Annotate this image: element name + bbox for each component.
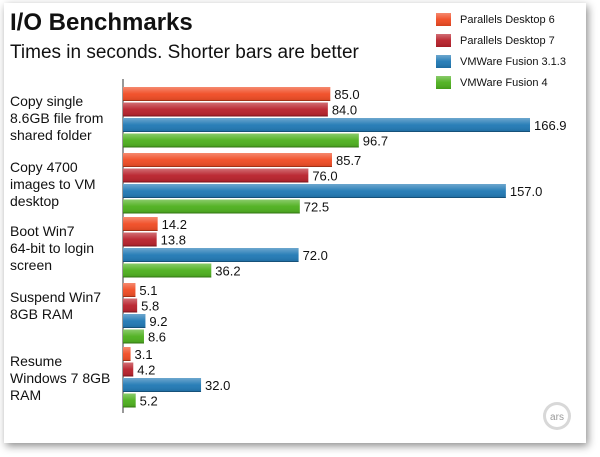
- value-label: 85.7: [336, 153, 361, 168]
- legend-label: VMWare Fusion 4: [460, 77, 548, 89]
- value-label: 5.8: [141, 299, 159, 314]
- value-label: 14.2: [162, 217, 187, 232]
- legend: Parallels Desktop 6 Parallels Desktop 7 VM…: [436, 13, 566, 89]
- ars-watermark: ars: [543, 402, 571, 430]
- value-label: 72.0: [303, 248, 328, 263]
- category-label: 8GB RAM: [10, 306, 73, 322]
- category-label: shared folder: [10, 127, 92, 143]
- chart-subtitle: Times in seconds. Shorter bars are bette…: [10, 42, 360, 63]
- value-label: 166.9: [534, 118, 567, 133]
- category-label: Copy 4700: [10, 159, 78, 175]
- value-label: 32.0: [205, 378, 230, 393]
- value-label: 13.8: [161, 233, 186, 248]
- value-label: 76.0: [312, 169, 337, 184]
- category-label: images to VM: [10, 176, 96, 192]
- chart-frame: I/O Benchmarks Times in seconds. Shorter…: [4, 3, 586, 443]
- value-label: 3.1: [135, 347, 153, 362]
- value-label: 84.0: [332, 103, 357, 118]
- category-label: Windows 7 8GB: [10, 370, 110, 386]
- category-label: 8.6GB file from: [10, 110, 103, 126]
- category-label: screen: [10, 257, 52, 273]
- value-label: 5.1: [139, 283, 157, 298]
- legend-label: Parallels Desktop 6: [460, 14, 555, 26]
- value-label: 5.2: [140, 394, 158, 409]
- category-label: Boot Win7: [10, 223, 75, 239]
- value-label: 157.0: [510, 184, 543, 199]
- category-label: desktop: [10, 193, 59, 209]
- category-label: RAM: [10, 387, 41, 403]
- value-label: 8.6: [148, 330, 166, 345]
- legend-label: Parallels Desktop 7: [460, 35, 555, 47]
- watermark-text: ars: [550, 412, 564, 423]
- value-label: 85.0: [334, 87, 359, 102]
- value-label: 96.7: [363, 134, 388, 149]
- value-label: 72.5: [304, 200, 329, 215]
- category-label: Suspend Win7: [10, 289, 101, 305]
- value-label: 36.2: [215, 264, 240, 279]
- chart-title: I/O Benchmarks: [10, 9, 193, 36]
- legend-label: VMWare Fusion 3.1.3: [460, 56, 566, 68]
- bar-chart: I/O Benchmarks Times in seconds. Shorter…: [10, 9, 571, 430]
- category-label: Copy single: [10, 93, 83, 109]
- value-label: 4.2: [137, 363, 155, 378]
- category-label: Resume: [10, 353, 62, 369]
- value-label: 9.2: [149, 314, 167, 329]
- category-label: 64-bit to login: [10, 240, 94, 256]
